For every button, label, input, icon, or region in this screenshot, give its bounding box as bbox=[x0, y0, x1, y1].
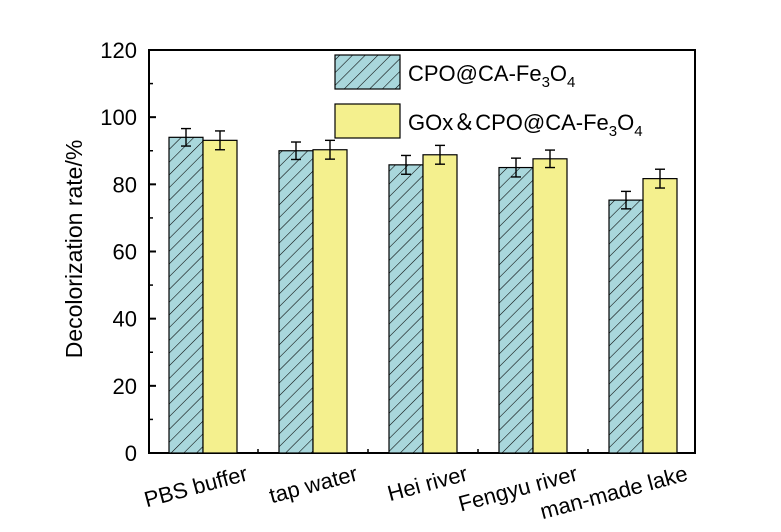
bar-gox-0 bbox=[202, 139, 238, 454]
y-axis-title: Decolorization rate/% bbox=[61, 140, 87, 359]
bar-cpo-2 bbox=[388, 164, 424, 454]
legend: CPO@CA-Fe3O4 GOx＆CPO@CA-Fe3O4 bbox=[334, 54, 643, 140]
bar-cpo-4 bbox=[608, 199, 644, 454]
x-tick-label: PBS buffer bbox=[141, 461, 250, 513]
bar-gox-2 bbox=[422, 154, 458, 454]
legend-swatch-1 bbox=[334, 103, 401, 139]
y-tick-label: 80 bbox=[113, 172, 137, 197]
bar-gox-4 bbox=[642, 178, 678, 454]
bar-gox-1 bbox=[312, 149, 348, 454]
bars bbox=[168, 127, 678, 454]
bar-cpo-1 bbox=[278, 150, 314, 454]
legend-label-0: CPO@CA-Fe3O4 bbox=[408, 61, 575, 91]
legend-swatch-0 bbox=[334, 54, 401, 90]
y-tick-label: 20 bbox=[113, 374, 137, 399]
y-tick-label: 100 bbox=[100, 105, 137, 130]
bar-cpo-3 bbox=[498, 166, 534, 454]
y-tick-label: 0 bbox=[125, 441, 137, 466]
y-tick-label: 40 bbox=[113, 307, 137, 332]
bar-gox-3 bbox=[532, 158, 568, 454]
x-tick-label: tap water bbox=[266, 461, 360, 509]
bar-cpo-0 bbox=[168, 136, 204, 454]
y-tick-label: 120 bbox=[100, 38, 137, 63]
legend-label-1: GOx＆CPO@CA-Fe3O4 bbox=[408, 110, 643, 140]
y-tick-label: 60 bbox=[113, 240, 137, 265]
